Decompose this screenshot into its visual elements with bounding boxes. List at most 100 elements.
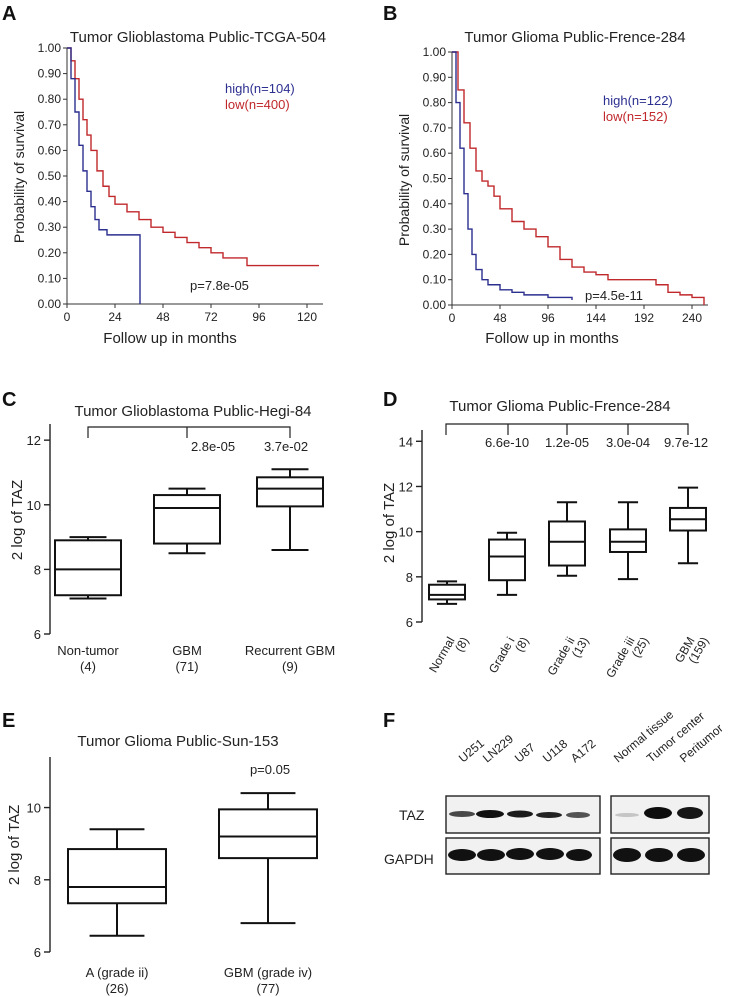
panel-e-title: Tumor Glioma Public-Sun-153: [77, 733, 278, 750]
panel-d-ylabel: 2 log of TAZ: [381, 483, 398, 563]
panel-b: B Tumor Glioma Public-Frence-284 Probabi…: [383, 3, 708, 347]
y-tick-label: 0.30: [38, 220, 62, 234]
panel-d-pvalue-3: 3.0e-04: [606, 435, 650, 450]
box-3: [256, 468, 324, 551]
y-tick-label: 0.70: [38, 118, 62, 132]
panel-a-x-ticks: 0 24 48 72 96 120: [64, 304, 317, 324]
blot-row-label-taz: TAZ: [399, 807, 425, 823]
band-taz-tumor-center: [644, 807, 672, 819]
panel-f: F U251 LN229 U87 U118 A172 Normal tissue…: [383, 707, 726, 875]
box-2: [218, 792, 318, 925]
band-gapdh-u251: [448, 849, 476, 861]
panel-d: D Tumor Glioma Public-Frence-284 2 log o…: [381, 389, 712, 680]
panel-e-group-2-n: (77): [256, 981, 279, 996]
y-tick-label: 1.00: [38, 41, 62, 55]
y-tick-label: 0.40: [423, 197, 447, 211]
panel-b-legend-high: high(n=122): [603, 93, 673, 108]
box-iqr: [218, 808, 318, 860]
y-tick-label: 0.60: [423, 146, 447, 160]
panel-d-y-ticks: 6 8 10 12 14: [399, 434, 422, 630]
y-tick-label: 0.40: [38, 195, 62, 209]
panel-c-pvalue-1: 2.8e-05: [191, 439, 235, 454]
y-tick-label: 0.50: [423, 172, 447, 186]
box-iqr: [488, 538, 526, 582]
panel-c-ylabel: 2 log of TAZ: [9, 480, 26, 560]
panel-c-group-1-n: (4): [80, 659, 96, 674]
panel-c-pvalue-2: 3.7e-02: [264, 439, 308, 454]
box-iqr: [256, 476, 324, 508]
y-tick-label: 0.20: [423, 247, 447, 261]
box-iqr: [67, 848, 167, 905]
panel-letter-b: B: [383, 3, 397, 25]
y-tick-label: 12: [399, 479, 413, 494]
panel-e-group-1-n: (26): [105, 981, 128, 996]
x-tick-label: 72: [204, 310, 218, 324]
panel-a-legend-low: low(n=400): [225, 97, 290, 112]
x-tick-label: 240: [682, 311, 702, 325]
y-tick-label: 6: [34, 627, 41, 642]
band-gapdh-tumor-center: [645, 848, 673, 862]
box-iqr: [548, 520, 586, 567]
band-gapdh-a172: [566, 849, 592, 861]
band-taz-u118: [536, 812, 562, 818]
panel-letter-c: C: [2, 389, 16, 411]
panel-d-group-1-n: (8): [452, 635, 471, 655]
x-tick-label: 0: [449, 311, 456, 325]
blot-row-label-gapdh: GAPDH: [384, 851, 434, 867]
panel-b-x-ticks: 0 48 96 144 192 240: [449, 305, 702, 325]
panel-c-group-1: Non-tumor: [57, 643, 119, 658]
panel-d-pvalue-2: 1.2e-05: [545, 435, 589, 450]
panel-b-series-high: [452, 51, 573, 300]
y-tick-label: 8: [406, 570, 413, 585]
y-tick-label: 10: [27, 801, 41, 816]
panel-letter-a: A: [2, 3, 16, 25]
panel-e-boxes: [67, 792, 318, 937]
panel-d-boxes: [428, 486, 707, 605]
panel-e-ylabel: 2 log of TAZ: [6, 805, 23, 885]
y-tick-label: 1.00: [423, 45, 447, 59]
panel-letter-e: E: [2, 710, 15, 732]
panel-b-ylabel: Probability of survival: [396, 114, 412, 246]
lane-label-u87: U87: [512, 740, 538, 765]
panel-a-ylabel: Probability of survival: [11, 111, 27, 243]
panel-a-legend-high: high(n=104): [225, 81, 295, 96]
box-iqr: [609, 528, 647, 553]
panel-c: C Tumor Glioblastoma Public-Hegi-84 2 lo…: [2, 389, 335, 674]
panel-a-series-low: [67, 47, 319, 267]
y-tick-label: 0.50: [38, 169, 62, 183]
panel-a-title: Tumor Glioblastoma Public-TCGA-504: [70, 29, 326, 46]
panel-b-y-ticks: 0.00 0.10 0.20 0.30 0.40 0.50 0.60 0.70 0.80 0.90…: [423, 45, 452, 312]
y-tick-label: 0.30: [423, 222, 447, 236]
lane-label-u251: U251: [456, 736, 487, 765]
box-iqr: [428, 583, 466, 601]
y-tick-label: 0.80: [38, 92, 62, 106]
panel-c-boxes: [54, 468, 324, 600]
band-gapdh-normal-tissue: [613, 848, 641, 862]
panel-b-pvalue: p=4.5e-11: [585, 288, 643, 303]
x-tick-label: 48: [493, 311, 507, 325]
panel-b-title: Tumor Glioma Public-Frence-284: [464, 29, 685, 46]
band-taz-peritumor: [677, 807, 703, 819]
box-1: [428, 580, 466, 605]
band-gapdh-peritumor: [677, 848, 705, 862]
panel-c-title: Tumor Glioblastoma Public-Hegi-84: [74, 403, 311, 420]
panel-b-xlabel: Follow up in months: [485, 330, 618, 347]
panel-e: E Tumor Glioma Public-Sun-153 2 log of T…: [2, 710, 318, 996]
panel-d-title: Tumor Glioma Public-Frence-284: [449, 398, 670, 415]
panel-c-y-ticks: 6 8 10 12: [27, 433, 50, 642]
lane-label-u118: U118: [540, 736, 571, 765]
band-taz-normal-tissue: [615, 813, 639, 817]
panel-c-bracket: [87, 426, 291, 438]
y-tick-label: 10: [27, 498, 41, 513]
band-gapdh-u118: [536, 848, 564, 860]
band-gapdh-ln229: [477, 849, 505, 861]
x-tick-label: 192: [634, 311, 654, 325]
panel-a-xlabel: Follow up in months: [103, 330, 236, 347]
box-2: [153, 487, 221, 555]
y-tick-label: 0.70: [423, 121, 447, 135]
x-tick-label: 0: [64, 310, 71, 324]
panel-d-group-1: Normal: [426, 635, 457, 675]
x-tick-label: 144: [586, 311, 606, 325]
panel-a-y-ticks: 0.00 0.10 0.20 0.30 0.40 0.50 0.60 0.70 0.80 0.90…: [38, 41, 67, 311]
